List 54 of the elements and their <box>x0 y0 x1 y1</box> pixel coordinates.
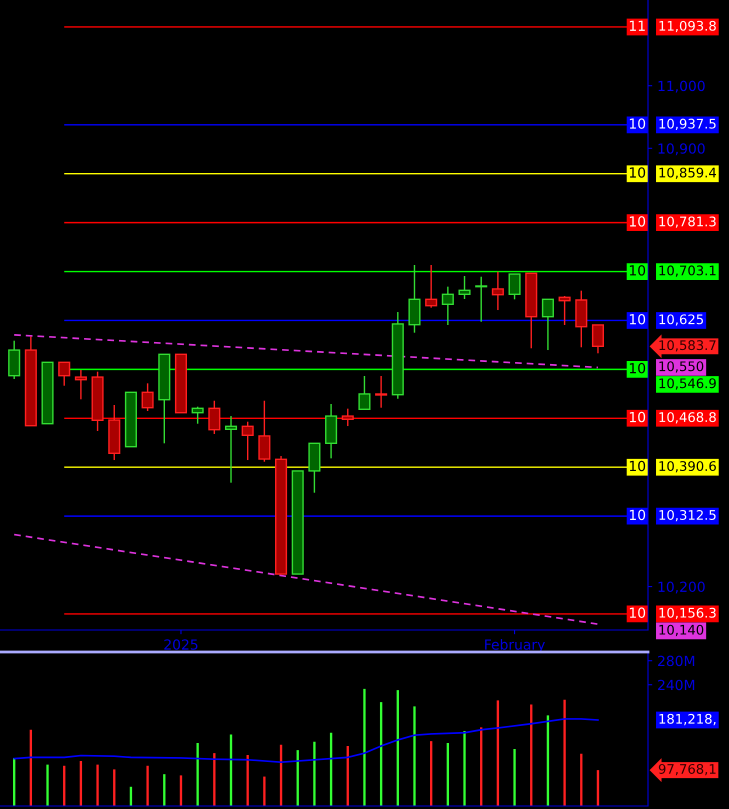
text: 11 <box>630 20 645 31</box>
ref-line-label: 10,781.3 <box>659 216 716 228</box>
candlestick <box>142 382 154 412</box>
text: 10,140 <box>659 624 704 636</box>
candlestick <box>58 362 70 386</box>
text: 10,583.7 <box>659 340 716 352</box>
ref-line-label: 10,546.9 <box>659 378 716 390</box>
text: 10 <box>630 216 646 227</box>
candlestick <box>224 415 238 484</box>
y-tick-label: 10,200 <box>658 582 705 594</box>
ref-line-label: 10,390.6 <box>659 461 716 472</box>
candlestick <box>475 276 488 322</box>
x-tick-label: February <box>485 639 545 652</box>
y-tick-label: 10,900 <box>658 143 705 156</box>
y-tick-label: 280M <box>658 656 694 666</box>
candlestick <box>508 273 521 300</box>
text: 10 <box>630 510 646 520</box>
ref-line-label: 10,312.5 <box>659 510 716 522</box>
candlestick <box>442 286 454 326</box>
text: 10 <box>630 607 646 618</box>
candlestick <box>458 275 471 300</box>
text: 10 <box>630 167 646 178</box>
ref-line-label: 10,468.8 <box>659 412 716 424</box>
y-tick-label: 240M <box>658 680 694 690</box>
candlestick <box>425 264 438 308</box>
candlestick <box>342 408 354 427</box>
text: 10 <box>630 412 646 422</box>
text: 181,218, <box>659 714 716 726</box>
ref-line-label: 10,156.3 <box>659 608 716 620</box>
candlestick <box>542 298 554 351</box>
text: 10,550 <box>659 361 704 373</box>
ref-line-label: 10,937.5 <box>659 118 716 130</box>
candlestick <box>74 369 87 400</box>
text: 10 <box>630 118 646 129</box>
candlestick <box>558 295 571 326</box>
ref-line-label: 11,093.8 <box>659 20 716 32</box>
line-series <box>13 718 599 764</box>
ref-line-label: 10,625 <box>659 314 704 326</box>
text: 97,768,1 <box>658 764 716 776</box>
ref-line-label: 10,703.1 <box>659 265 716 277</box>
candlestick <box>242 421 254 461</box>
text: 10 <box>630 314 646 325</box>
candlestick <box>208 400 220 435</box>
candlestick <box>258 400 270 462</box>
candlestick <box>358 375 370 410</box>
candlestick <box>592 324 604 354</box>
text: 10 <box>630 460 646 472</box>
candlestick <box>192 406 204 424</box>
y-tick-label: 11,000 <box>658 80 705 93</box>
text: 10 <box>630 265 646 276</box>
candlestick <box>492 271 504 311</box>
x-tick-label: 2025 <box>164 639 198 650</box>
text: 10 <box>630 362 646 374</box>
ref-line-label: 10,859.4 <box>659 168 716 179</box>
